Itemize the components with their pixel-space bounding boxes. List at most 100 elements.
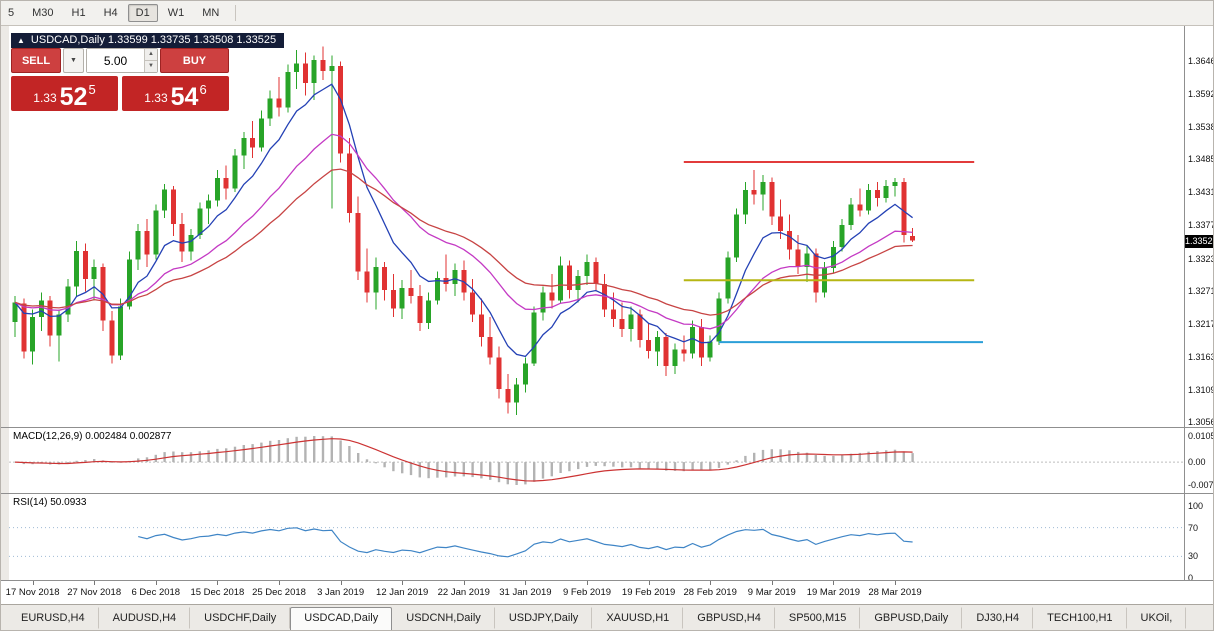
tab-usdcnh-daily[interactable]: USDCNH,Daily (392, 607, 495, 629)
timeframe-d1[interactable]: D1 (127, 4, 158, 22)
sell-price-pips: 52 (59, 83, 88, 111)
macd-chart[interactable] (9, 428, 1184, 493)
sell-price-fraction: 5 (88, 82, 96, 97)
time-tick (340, 581, 342, 585)
sell-price-prefix: 1.33 (33, 91, 57, 105)
buy-price-prefix: 1.33 (144, 91, 168, 105)
time-tick (710, 581, 712, 585)
time-axis-label: 17 Nov 2018 (5, 587, 60, 598)
rsi-chart[interactable] (9, 494, 1184, 580)
time-axis[interactable]: 17 Nov 2018 27 Nov 2018 6 Dec 2018 15 Dec 2… (1, 581, 1213, 604)
price-axis-label: 1.31630 (1188, 351, 1213, 362)
panel-separator[interactable] (1, 427, 1213, 428)
buy-price-pips: 54 (170, 83, 199, 111)
tab-usdjpy-daily[interactable]: USDJPY,Daily (495, 607, 593, 629)
rsi-axis-label: 100 (1188, 501, 1204, 511)
tab-audusd-h4[interactable]: AUDUSD,H4 (99, 607, 191, 629)
time-axis-label: 12 Jan 2019 (376, 587, 429, 598)
tab-xauusd-h1[interactable]: XAUUSD,H1 (592, 607, 684, 629)
price-axis-label: 1.32710 (1188, 285, 1213, 296)
window-edge (1, 26, 9, 604)
volume-field[interactable]: ▲ ▼ (86, 48, 158, 73)
price-axis-label: 1.33235 (1188, 253, 1213, 264)
time-tick (463, 581, 465, 585)
time-tick (833, 581, 835, 585)
timeframe-toolbar: 5 M30 H1 H4 D1 W1 MN (1, 1, 1213, 26)
price-axis-label: 1.36460 (1188, 56, 1213, 66)
candlestick-chart[interactable] (9, 29, 1184, 427)
macd-axis-label: -0.0073 (1188, 480, 1214, 490)
price-axis-label: 1.31090 (1188, 384, 1213, 395)
timeframe-w1[interactable]: W1 (160, 4, 193, 22)
price-axis-label: 1.34315 (1188, 187, 1213, 198)
one-click-trading-panel: SELL ▼ ▲ ▼ BUY 1.33 52 5 (11, 48, 229, 111)
time-tick (402, 581, 404, 585)
sell-price-button[interactable]: 1.33 52 5 (11, 76, 118, 111)
volume-increment-button[interactable]: ▲ (145, 49, 157, 61)
time-tick (525, 581, 527, 585)
rsi-axis-label: 0 (1188, 573, 1194, 583)
volume-dropdown-button[interactable]: ▼ (63, 48, 84, 73)
timeframe-h1[interactable]: H1 (64, 4, 94, 22)
volume-input[interactable] (87, 49, 157, 72)
macd-axis-label: 0.00 (1188, 457, 1206, 468)
tab-sp500-m15[interactable]: SP500,M15 (775, 607, 861, 629)
panel-separator[interactable] (1, 493, 1213, 494)
time-axis-label: 3 Jan 2019 (317, 587, 365, 598)
timeframe-5[interactable]: 5 (1, 4, 22, 22)
time-axis-label: 28 Mar 2019 (868, 587, 922, 598)
sell-button[interactable]: SELL (11, 48, 61, 73)
rsi-line (138, 527, 913, 558)
macd-label: MACD(12,26,9) 0.002484 0.002877 (13, 431, 172, 442)
tab-gbpusd-daily[interactable]: GBPUSD,Daily (860, 607, 963, 629)
panel-separator[interactable] (1, 580, 1213, 581)
time-tick (94, 581, 96, 585)
collapse-triangle-icon[interactable]: ▲ (17, 35, 25, 45)
tab-gbpusd-h4[interactable]: GBPUSD,H4 (683, 607, 775, 629)
price-axis-label: 1.32170 (1188, 318, 1213, 329)
time-axis-label: 19 Feb 2019 (621, 587, 676, 598)
volume-decrement-button[interactable]: ▼ (145, 61, 157, 72)
time-axis-label: 9 Mar 2019 (747, 587, 796, 598)
tab-eurusd-h4[interactable]: EURUSD,H4 (7, 607, 99, 629)
price-axis-label: 1.35380 (1188, 122, 1213, 133)
tab-ukoil[interactable]: UKOil, (1127, 607, 1187, 629)
price-axis-label: 1.30565 (1188, 417, 1213, 427)
tab-tech100-h1[interactable]: TECH100,H1 (1033, 607, 1127, 629)
toolbar-separator (235, 5, 237, 21)
timeframe-h4[interactable]: H4 (96, 4, 126, 22)
ma-line-8 (14, 83, 913, 358)
time-tick (279, 581, 280, 585)
macd-histogram-layer (22, 436, 914, 485)
price-axis-label: 1.35920 (1188, 89, 1213, 100)
timeframe-m30[interactable]: M30 (24, 4, 61, 22)
buy-price-button[interactable]: 1.33 54 6 (122, 76, 229, 111)
timeframe-mn[interactable]: MN (194, 4, 227, 22)
horizontal-lines-layer (683, 161, 983, 344)
macd-signal-line (14, 438, 913, 482)
tab-dj30-h4[interactable]: DJ30,H4 (962, 607, 1034, 629)
time-tick (587, 581, 588, 585)
moving-averages-layer (14, 83, 913, 358)
rsi-label: RSI(14) 50.0933 (13, 497, 87, 508)
chart-title-bar: ▲ USDCAD,Daily 1.33599 1.33735 1.33508 1… (11, 33, 285, 48)
price-axis[interactable]: 1.33525 1.36460 1.35920 1.35380 1.34855 1.34… (1184, 26, 1214, 583)
time-tick (895, 581, 896, 585)
chevron-down-icon: ▼ (70, 57, 77, 64)
time-axis-label: 22 Jan 2019 (437, 587, 490, 598)
time-tick (155, 581, 157, 585)
volume-spinner[interactable]: ▲ ▼ (144, 49, 157, 72)
rsi-axis-label: 30 (1188, 551, 1199, 562)
chart-tabs-bar: EURUSD,H4 AUDUSD,H4 USDCHF,Daily USDCAD,Dai… (1, 604, 1213, 630)
tab-usdchf-daily[interactable]: USDCHF,Daily (190, 607, 291, 629)
time-axis-label: 15 Dec 2018 (190, 587, 245, 598)
time-axis-label: 25 Dec 2018 (252, 587, 306, 598)
macd-axis-label: 0.010525 (1188, 431, 1213, 441)
rsi-axis-label: 70 (1188, 522, 1199, 533)
buy-button[interactable]: BUY (160, 48, 229, 73)
time-axis-label: 19 Mar 2019 (806, 587, 861, 598)
ma-line-20 (14, 133, 913, 330)
tab-usdcad-daily[interactable]: USDCAD,Daily (290, 607, 393, 630)
time-tick (32, 581, 34, 585)
time-tick (648, 581, 650, 585)
